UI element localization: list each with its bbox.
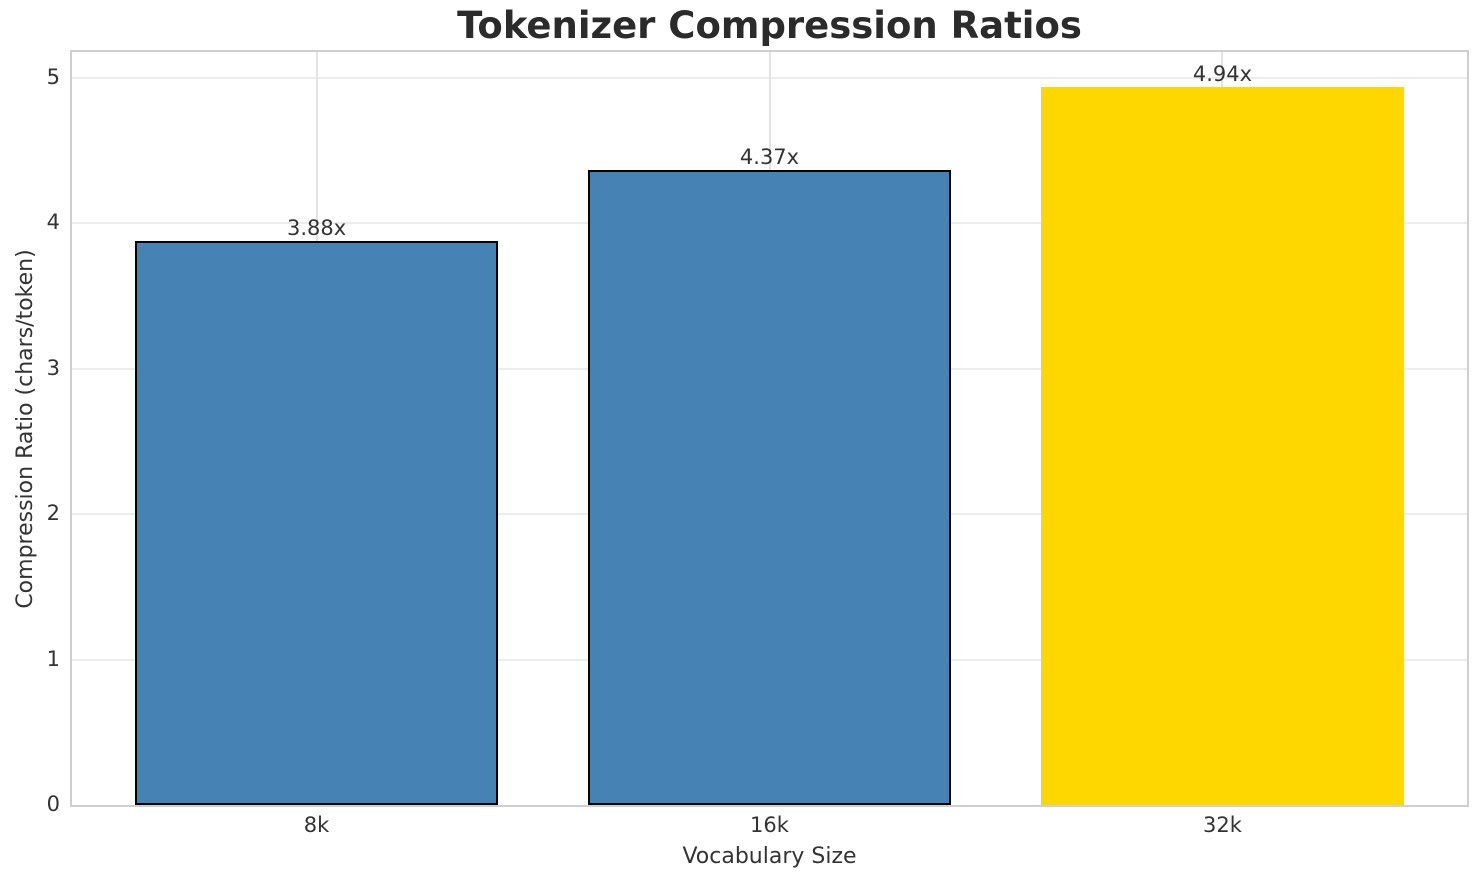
- x-tick-label: 8k: [303, 813, 330, 837]
- x-tick-label: 32k: [1202, 813, 1242, 837]
- bar-32k: [1041, 86, 1404, 805]
- plot-area: 3.88x 4.37x 4.94x: [70, 50, 1469, 807]
- bar-8k: [135, 240, 498, 805]
- chart-title: Tokenizer Compression Ratios: [457, 4, 1082, 47]
- bar-value-label: 3.88x: [286, 215, 347, 240]
- y-tick-label: 0: [46, 792, 60, 816]
- y-axis-label: Compression Ratio (chars/token): [13, 249, 38, 609]
- bar-value-label: 4.94x: [1192, 61, 1253, 86]
- y-tick-label: 3: [46, 355, 60, 380]
- x-axis-label: Vocabulary Size: [682, 844, 857, 869]
- bar-value-label: 4.37x: [739, 144, 800, 169]
- bar-16k: [588, 169, 951, 805]
- y-tick-label: 4: [46, 210, 60, 235]
- y-tick-label: 5: [46, 65, 60, 90]
- x-tick-label: 16k: [750, 813, 789, 837]
- y-tick-label: 1: [46, 646, 60, 671]
- y-tick-label: 2: [46, 501, 60, 526]
